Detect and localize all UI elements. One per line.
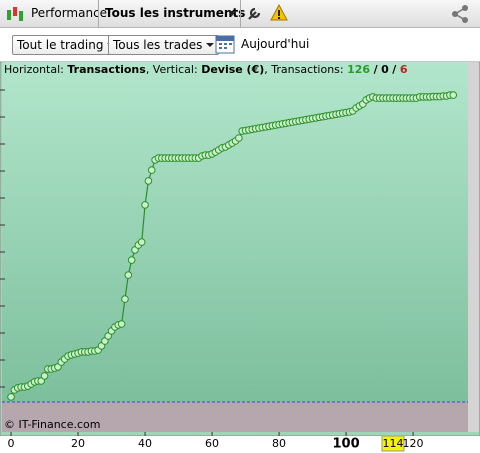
tab[interactable]: Performance: [31, 6, 108, 20]
x-tick-label: 80: [272, 437, 286, 450]
right-margin: [468, 62, 479, 432]
x-axis-band: [0, 436, 480, 453]
calendar-icon[interactable]: [215, 33, 237, 55]
info-value: Devise (€): [201, 63, 265, 76]
losses: 6: [399, 63, 408, 76]
trade-point: [37, 377, 45, 385]
trade-point: [7, 393, 15, 401]
x-tick-label: 100: [332, 437, 359, 452]
trade-point: [40, 372, 49, 380]
caret: [228, 11, 236, 16]
chart-info: Horizontal: Transactions, Vertical: Devi…: [4, 63, 407, 76]
even: 0: [381, 63, 389, 76]
dropdown[interactable]: Tous les trades: [108, 35, 220, 55]
wrench-icon[interactable]: [246, 4, 264, 22]
trade-point: [137, 238, 146, 246]
separator: [98, 0, 99, 27]
info-text: , Vertical:: [145, 63, 198, 76]
date-button[interactable]: Aujourd'hui: [241, 37, 310, 51]
wins: 126: [347, 63, 371, 76]
tab[interactable]: Tous les instruments: [105, 6, 246, 20]
negative-area: [2, 402, 468, 432]
filter-bar: Tout le trading Tous les trades Aujourd'…: [0, 28, 480, 62]
trade-point: [235, 134, 243, 142]
cursor-marker: [381, 435, 405, 452]
x-tick-label: 40: [138, 437, 152, 450]
plot-area: [2, 62, 468, 402]
trade-point: [117, 320, 126, 328]
sep: /: [373, 63, 378, 76]
dropdown[interactable]: Tout le trading: [12, 35, 121, 55]
trade-point: [124, 271, 133, 279]
info-value: Transactions: [67, 63, 146, 76]
x-tick-label: 20: [71, 437, 85, 450]
trade-point: [147, 166, 156, 174]
trade-point: [121, 295, 129, 303]
share-icon[interactable]: [450, 4, 474, 24]
x-tick-label: 120: [403, 437, 424, 450]
trade-point: [141, 201, 149, 209]
trade-point: [127, 256, 136, 264]
info-text: Horizontal:: [4, 63, 64, 76]
credit: © IT-Finance.com: [4, 418, 101, 431]
info-text: , Transactions:: [264, 63, 344, 76]
sep: /: [392, 63, 397, 76]
toolbar: Performance Tous les instruments: [0, 0, 480, 28]
trade-point: [104, 332, 112, 340]
app-icon: [7, 7, 23, 21]
warning-icon[interactable]: [270, 4, 288, 22]
cursor-label: 114: [382, 437, 403, 450]
separator: [240, 0, 241, 27]
x-tick-label: 0: [8, 437, 15, 450]
trade-point: [144, 177, 153, 185]
trade-point: [449, 91, 458, 99]
trade-point: [101, 337, 109, 345]
x-tick-label: 60: [205, 437, 219, 450]
